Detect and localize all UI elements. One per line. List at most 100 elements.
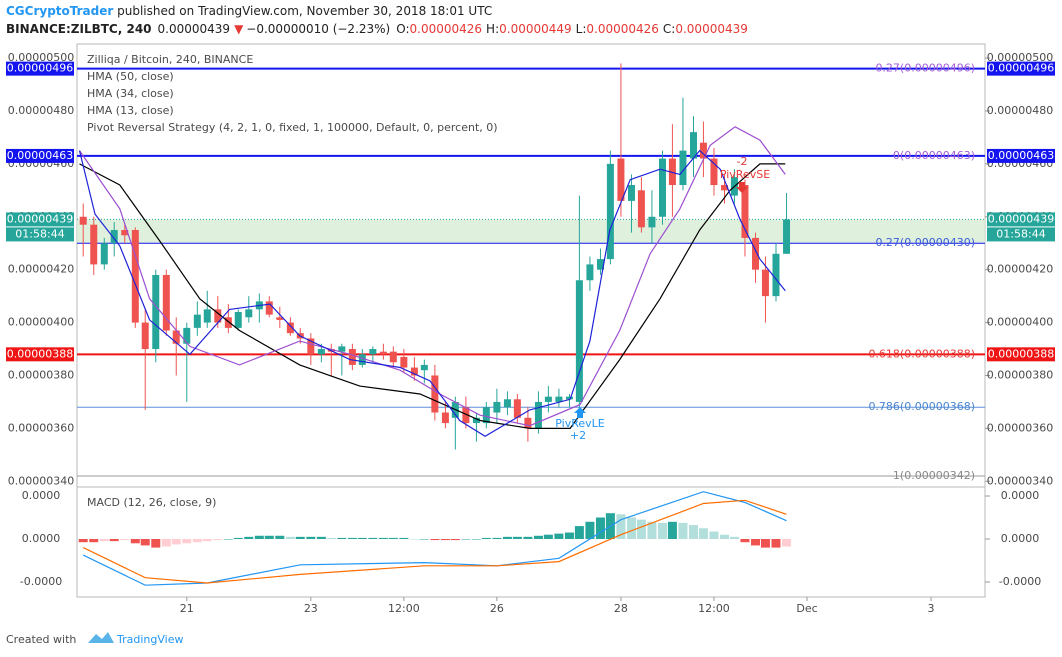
candle-body <box>689 132 697 159</box>
candle-body <box>276 317 284 320</box>
signal-arrow <box>736 182 748 193</box>
y-tick-label: 0.00000360 <box>987 421 1053 434</box>
candle-body <box>317 349 325 355</box>
y-tick-label: 0.00000480 <box>987 104 1053 117</box>
candle-body <box>761 269 769 297</box>
macd-bar <box>357 537 367 539</box>
c-label: C: <box>663 22 675 36</box>
level-label: 0.786(0.00000368) <box>868 400 975 413</box>
l: 0.00000426 <box>586 22 659 36</box>
macd-bar <box>533 535 543 539</box>
macd-bar <box>502 536 512 539</box>
h-label: H: <box>486 22 499 36</box>
candle-body <box>721 185 729 191</box>
macd-bar <box>688 525 698 539</box>
candle-body <box>245 309 253 318</box>
macd-bar <box>740 538 750 543</box>
level-label: 0(0.00000463) <box>893 149 975 162</box>
macd-bar <box>430 538 440 541</box>
candle-body <box>752 237 760 270</box>
macd-bar <box>657 522 667 539</box>
macd-bar <box>254 535 264 539</box>
candle-body <box>389 351 397 363</box>
macd-bar <box>760 538 770 548</box>
macd-bar <box>585 521 595 539</box>
macd-bar <box>295 536 305 539</box>
candle-body <box>183 327 191 344</box>
candle-body <box>482 407 490 424</box>
legend-entry: HMA (13, close) <box>87 104 174 117</box>
macd-bar <box>595 517 605 539</box>
candle-body <box>534 401 542 429</box>
y-tick-label: 0.0000 <box>22 532 61 545</box>
x-tick-label: 3 <box>928 602 935 615</box>
y-tick-label: -0.0000 <box>999 575 1041 588</box>
logo <box>88 632 114 643</box>
macd-bar <box>120 538 130 541</box>
candle-body <box>307 338 315 355</box>
countdown-box <box>6 227 74 242</box>
macd-bar <box>616 514 626 539</box>
indicator-line <box>79 163 786 429</box>
symbol: BINANCE:ZILBTC, 240 <box>6 22 152 36</box>
x-tick-label: 28 <box>614 602 628 615</box>
footer-text: Created with <box>6 633 76 646</box>
price-box-label: 0.00000439 <box>988 212 1054 225</box>
candle-body <box>503 399 511 408</box>
candle-body <box>472 417 480 424</box>
candle-body <box>699 142 707 159</box>
macd-bar <box>709 531 719 539</box>
signal-qty: -2 <box>737 155 748 168</box>
candle-body <box>555 396 563 402</box>
candle-body <box>617 158 625 201</box>
macd-bar <box>171 538 181 545</box>
candle-body <box>193 314 201 328</box>
y-tick-label: 0.00000340 <box>987 474 1053 487</box>
x-tick-label: 12:00 <box>698 602 730 615</box>
last: 0.00000439 <box>158 22 231 36</box>
macd-bar <box>275 535 285 539</box>
macd-bar <box>419 538 429 540</box>
macd-bar <box>378 537 388 539</box>
position-zone <box>77 219 985 244</box>
x-tick-label: Dec <box>796 602 817 615</box>
candle-body <box>668 158 676 186</box>
c: 0.00000439 <box>675 22 748 36</box>
macd-bar <box>140 538 150 546</box>
macd-bar <box>409 538 419 540</box>
y-tick-label: 0.00000420 <box>987 263 1053 276</box>
y-tick-label: 0.0000 <box>1001 489 1040 502</box>
macd-bar <box>202 538 212 542</box>
candle-body <box>358 354 366 365</box>
macd-bar <box>99 538 109 542</box>
macd-bar <box>368 537 378 539</box>
candle-body <box>410 367 418 376</box>
macd-title: MACD (12, 26, close, 9) <box>87 496 216 509</box>
arrow: ▼ <box>234 22 244 36</box>
macd-bar <box>326 537 336 539</box>
candle-body <box>369 349 377 355</box>
candle-body <box>431 375 439 413</box>
signal-qty: +2 <box>570 429 586 442</box>
level-label: 0.27(0.00000496) <box>875 62 975 75</box>
candle-body <box>214 309 222 323</box>
x-tick-label: 21 <box>180 602 194 615</box>
macd-bar <box>388 537 398 539</box>
macd-bar <box>626 517 636 539</box>
macd-bar <box>543 534 553 539</box>
macd-bar <box>130 538 140 544</box>
candle-body <box>152 274 160 350</box>
level-label: 1(0.00000342) <box>893 469 975 482</box>
macd-bar <box>512 536 522 539</box>
candle-body <box>513 399 521 418</box>
price-box-label: 0.00000439 <box>7 212 73 225</box>
author[interactable]: CGCryptoTrader <box>6 4 113 18</box>
macd-bar <box>729 536 739 539</box>
h: 0.00000449 <box>499 22 572 36</box>
candle-body <box>772 253 780 297</box>
o: 0.00000426 <box>410 22 483 36</box>
level-label: 0.27(0.00000430) <box>875 236 975 249</box>
footer-brand[interactable]: TradingView <box>116 633 183 646</box>
y-tick-label: 0.00000500 <box>8 51 74 64</box>
signal-arrow <box>574 407 586 418</box>
